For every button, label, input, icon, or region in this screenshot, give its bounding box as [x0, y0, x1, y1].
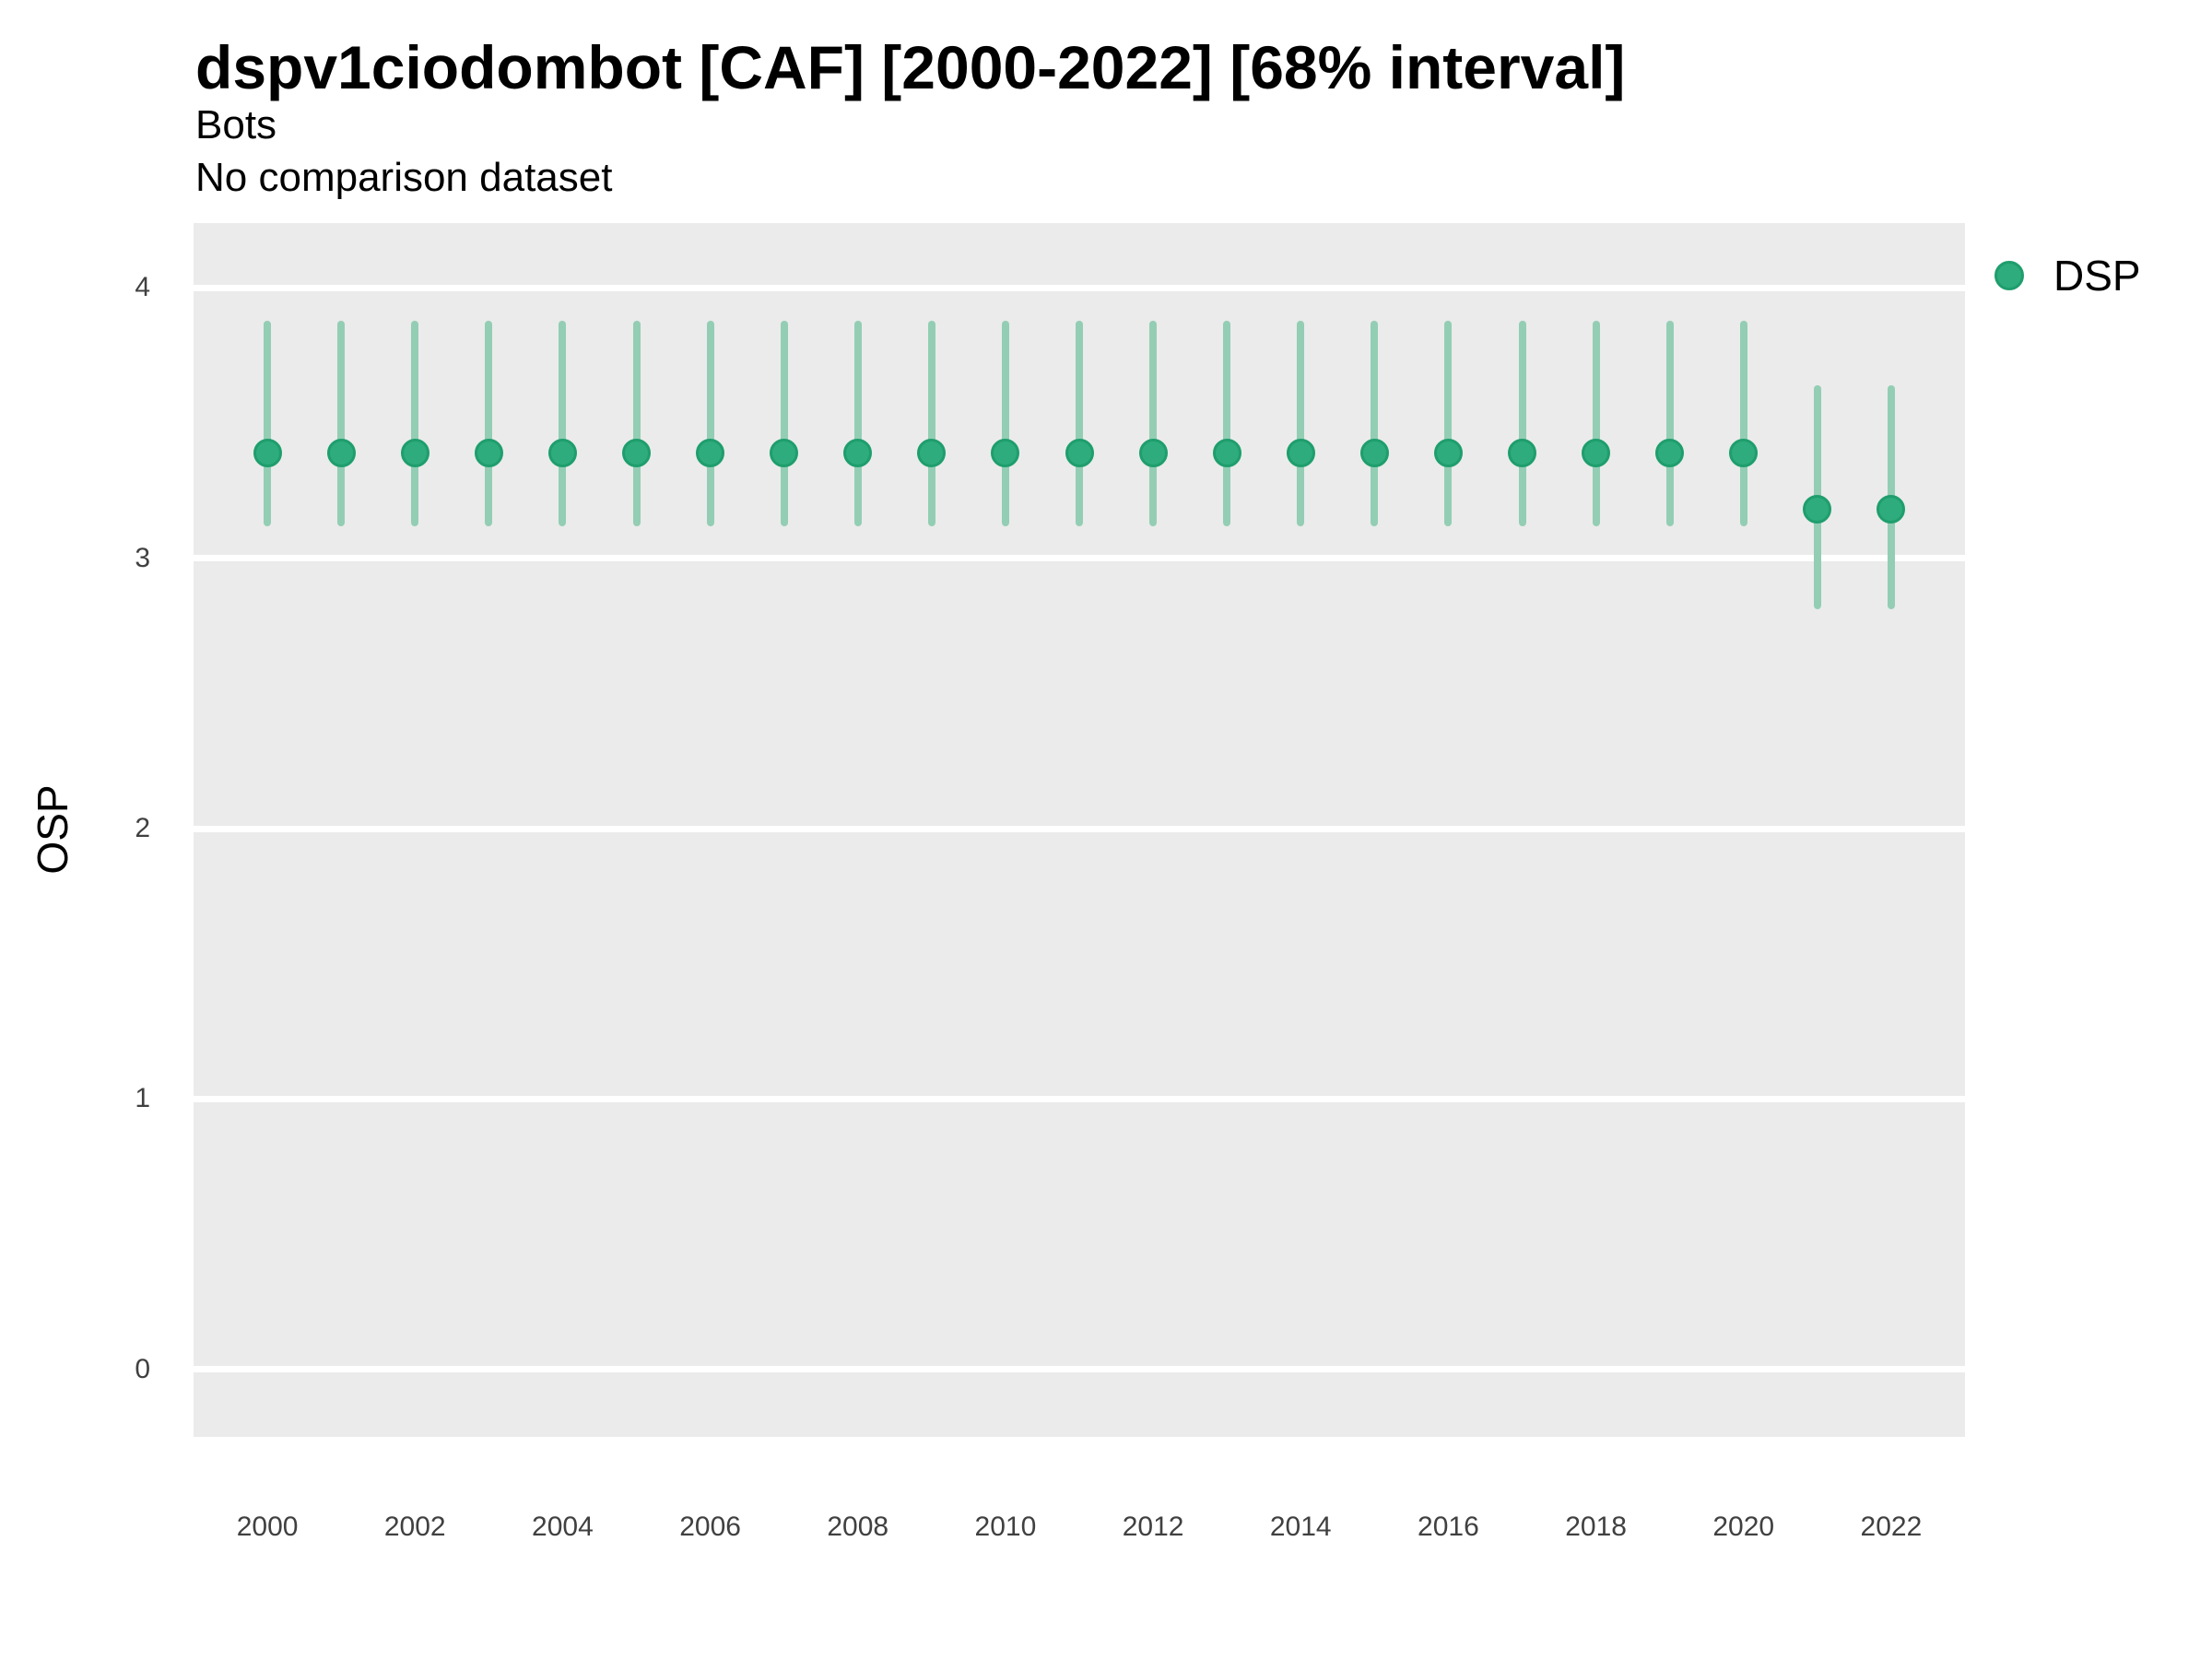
chart-note: No comparison dataset: [195, 155, 613, 200]
data-point-2015: [1359, 438, 1389, 467]
interval-bar-2014: [1297, 320, 1305, 526]
plot-panel: [194, 223, 1965, 1437]
data-point-2016: [1433, 438, 1463, 467]
x-tick-label-2020: 2020: [1712, 1512, 1775, 1542]
gridline-y-0: [194, 1366, 1965, 1373]
data-point-2019: [1655, 438, 1685, 467]
data-point-2002: [400, 438, 429, 467]
data-point-2022: [1877, 495, 1906, 524]
y-tick-label-3: 3: [135, 542, 150, 573]
legend-point-swatch: [1994, 261, 2024, 290]
x-tick-label-2008: 2008: [827, 1512, 889, 1542]
interval-bar-2000: [264, 320, 272, 526]
data-point-2003: [474, 438, 503, 467]
interval-bar-2018: [1592, 320, 1600, 526]
data-point-2001: [326, 438, 356, 467]
interval-bar-2017: [1518, 320, 1526, 526]
data-point-2008: [843, 438, 873, 467]
y-tick-label-4: 4: [135, 272, 150, 303]
x-tick-label-2010: 2010: [974, 1512, 1037, 1542]
interval-bar-2004: [559, 320, 567, 526]
interval-bar-2009: [927, 320, 935, 526]
x-tick-label-2000: 2000: [236, 1512, 299, 1542]
data-point-2006: [696, 438, 725, 467]
gridline-y-1: [194, 1095, 1965, 1102]
interval-bar-2003: [485, 320, 493, 526]
data-point-2018: [1582, 438, 1611, 467]
chart-title: dspv1ciodombot [CAF] [2000-2022] [68% in…: [195, 33, 1626, 101]
interval-bar-2012: [1149, 320, 1158, 526]
data-point-2017: [1508, 438, 1536, 467]
interval-bar-2005: [632, 320, 641, 526]
interval-bar-2010: [1001, 320, 1009, 526]
data-point-2004: [547, 438, 577, 467]
interval-bar-2013: [1223, 320, 1231, 526]
interval-bar-2019: [1665, 320, 1674, 526]
interval-bar-2015: [1371, 320, 1379, 526]
data-point-2013: [1212, 438, 1241, 467]
x-tick-label-2012: 2012: [1122, 1512, 1184, 1542]
gridline-y-3: [194, 555, 1965, 562]
data-point-2021: [1803, 495, 1832, 524]
interval-bar-2007: [780, 320, 788, 526]
gridline-y-4: [194, 284, 1965, 291]
gridline-y-2: [194, 825, 1965, 832]
legend-label: DSP: [2053, 252, 2141, 300]
interval-bar-2002: [411, 320, 419, 526]
x-tick-label-2004: 2004: [532, 1512, 594, 1542]
data-point-2012: [1138, 438, 1168, 467]
y-tick-label-1: 1: [135, 1083, 150, 1114]
data-point-2009: [917, 438, 947, 467]
y-tick-label-0: 0: [135, 1353, 150, 1384]
x-tick-label-2018: 2018: [1565, 1512, 1627, 1542]
data-point-2011: [1065, 438, 1094, 467]
x-tick-label-2002: 2002: [383, 1512, 446, 1542]
x-tick-label-2014: 2014: [1269, 1512, 1332, 1542]
x-tick-label-2006: 2006: [679, 1512, 741, 1542]
x-tick-label-2022: 2022: [1860, 1512, 1923, 1542]
data-point-2007: [770, 438, 799, 467]
data-point-2020: [1729, 438, 1759, 467]
data-point-2014: [1286, 438, 1315, 467]
interval-bar-2008: [853, 320, 862, 526]
chart-subtitle: Bots: [195, 102, 277, 147]
data-point-2010: [991, 438, 1020, 467]
interval-bar-2016: [1444, 320, 1453, 526]
interval-bar-2020: [1739, 320, 1747, 526]
data-point-2005: [622, 438, 651, 467]
y-tick-label-2: 2: [135, 813, 150, 844]
data-point-2000: [253, 438, 282, 467]
x-tick-label-2016: 2016: [1418, 1512, 1479, 1542]
interval-bar-2001: [337, 320, 346, 526]
interval-bar-2011: [1076, 320, 1083, 526]
interval-bar-2006: [706, 320, 714, 526]
